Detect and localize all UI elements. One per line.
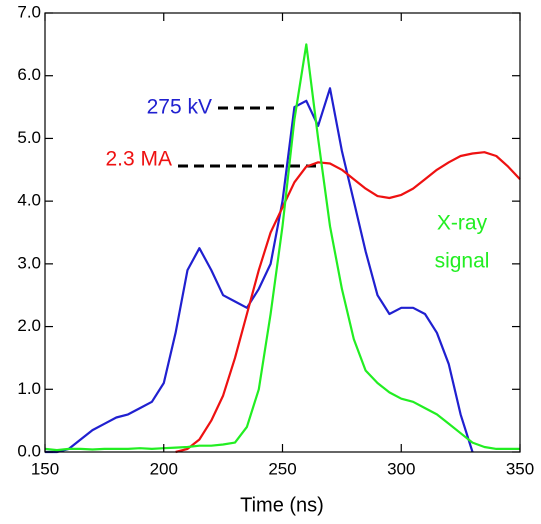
series-line <box>45 87 474 454</box>
y-tick-label: 4.0 <box>17 191 41 210</box>
x-tick-label: 200 <box>150 459 178 478</box>
y-tick-label: 6.0 <box>17 65 41 84</box>
x-tick-label: 150 <box>31 459 59 478</box>
x-axis-title: Time (ns) <box>240 494 324 516</box>
x-tick-label: 250 <box>268 459 296 478</box>
voltage-label: 275 kV <box>147 96 212 119</box>
xray-label: signal <box>435 250 490 273</box>
y-tick-label: 3.0 <box>17 253 41 272</box>
current-label: 2.3 MA <box>105 148 172 171</box>
y-tick-label: 1.0 <box>17 379 41 398</box>
x-tick-label: 300 <box>387 459 415 478</box>
xray-label: X-ray <box>437 212 488 235</box>
series-line <box>175 151 521 454</box>
y-tick-label: 7.0 <box>17 2 41 21</box>
series-line <box>44 43 520 452</box>
y-tick-label: 0.0 <box>17 441 41 460</box>
x-tick-label: 350 <box>506 459 534 478</box>
y-tick-label: 5.0 <box>17 128 41 147</box>
y-tick-label: 2.0 <box>17 316 41 335</box>
